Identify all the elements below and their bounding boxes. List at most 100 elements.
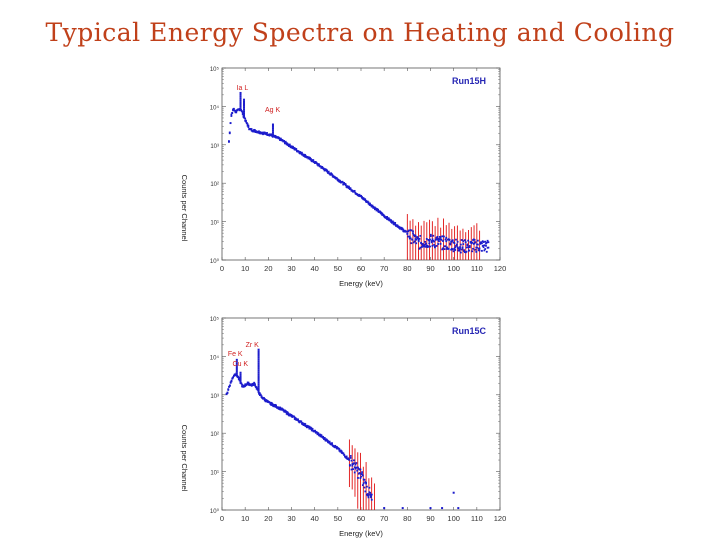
data-point xyxy=(442,235,445,238)
x-tick-label: 120 xyxy=(494,514,507,523)
peak-point xyxy=(243,104,246,107)
x-tick-label: 40 xyxy=(310,264,318,273)
peak-point xyxy=(257,367,260,370)
data-point xyxy=(449,242,452,245)
data-point xyxy=(433,240,435,243)
data-point xyxy=(297,150,300,153)
data-point xyxy=(231,377,234,380)
data-point xyxy=(463,250,465,253)
y-tick-label: 10² xyxy=(210,182,219,188)
peak-annotation: Cu K xyxy=(233,361,249,368)
data-point xyxy=(279,137,282,140)
data-point xyxy=(459,251,462,254)
data-point xyxy=(340,450,343,453)
data-point xyxy=(363,478,366,481)
data-point xyxy=(252,130,255,133)
data-point xyxy=(283,140,285,143)
data-point xyxy=(353,190,356,193)
data-point xyxy=(475,250,478,253)
data-point xyxy=(391,221,393,224)
peak-point xyxy=(243,110,246,113)
data-point xyxy=(476,246,478,249)
data-point xyxy=(338,448,341,450)
data-point xyxy=(434,245,436,248)
data-point xyxy=(287,143,290,146)
data-point xyxy=(459,246,461,248)
data-point xyxy=(322,435,325,438)
data-point xyxy=(364,490,367,493)
x-tick-label: 10 xyxy=(241,264,249,273)
data-point xyxy=(361,471,363,474)
x-tick-label: 10 xyxy=(241,514,249,523)
data-point xyxy=(342,183,345,186)
data-point xyxy=(347,457,350,460)
data-point xyxy=(321,166,324,169)
data-point xyxy=(468,245,471,247)
x-tick-label: 80 xyxy=(403,514,411,523)
peak-point xyxy=(257,385,260,388)
data-point xyxy=(476,243,479,246)
data-point xyxy=(429,235,432,238)
data-point xyxy=(460,248,463,251)
data-point xyxy=(293,147,296,149)
data-point xyxy=(361,484,364,487)
data-point xyxy=(387,217,390,220)
data-point xyxy=(408,229,410,232)
data-point xyxy=(310,429,313,432)
data-point xyxy=(460,239,463,241)
data-point xyxy=(356,469,359,472)
data-point xyxy=(252,384,255,386)
data-point xyxy=(431,244,434,247)
data-point xyxy=(399,227,401,230)
x-tick-label: 80 xyxy=(403,264,411,273)
data-point xyxy=(402,228,405,231)
peak-point xyxy=(257,369,260,372)
data-point xyxy=(419,246,422,249)
data-point xyxy=(483,244,486,247)
data-point xyxy=(474,248,477,251)
data-point xyxy=(246,123,249,126)
data-point xyxy=(394,221,397,224)
data-point xyxy=(370,493,373,496)
data-point xyxy=(241,383,243,386)
data-point xyxy=(391,220,394,223)
data-point xyxy=(366,493,369,495)
peak-point xyxy=(239,93,242,96)
data-point xyxy=(467,246,470,249)
data-point xyxy=(311,428,314,431)
data-point xyxy=(462,240,465,243)
y-tick-label: 10⁵ xyxy=(210,66,220,73)
data-point xyxy=(354,191,357,194)
peak-point xyxy=(243,100,246,103)
data-point xyxy=(350,459,353,462)
data-point xyxy=(484,248,487,250)
data-point xyxy=(410,229,413,232)
x-tick-label: 90 xyxy=(426,514,434,523)
data-point xyxy=(353,459,355,462)
slide-title: Typical Energy Spectra on Heating and Co… xyxy=(45,18,675,47)
data-point xyxy=(453,242,456,245)
peak-point xyxy=(257,390,260,393)
data-point xyxy=(458,248,461,251)
data-point xyxy=(443,248,446,250)
data-point xyxy=(465,250,468,253)
data-point xyxy=(466,243,469,246)
x-tick-label: 50 xyxy=(334,514,342,523)
data-point xyxy=(341,181,344,183)
data-point xyxy=(430,241,433,244)
data-point xyxy=(451,240,453,243)
data-point xyxy=(462,243,465,246)
data-point xyxy=(240,382,243,385)
x-tick-label: 110 xyxy=(471,514,483,523)
data-point xyxy=(424,243,427,246)
y-tick-label: 10¹ xyxy=(210,471,219,477)
data-point xyxy=(351,464,354,467)
data-point xyxy=(349,187,352,190)
data-point xyxy=(355,462,358,464)
data-point xyxy=(254,383,256,386)
data-point xyxy=(299,151,302,153)
data-point xyxy=(362,482,365,485)
data-point xyxy=(418,237,421,240)
peak-point xyxy=(243,98,246,101)
data-point xyxy=(377,208,380,211)
